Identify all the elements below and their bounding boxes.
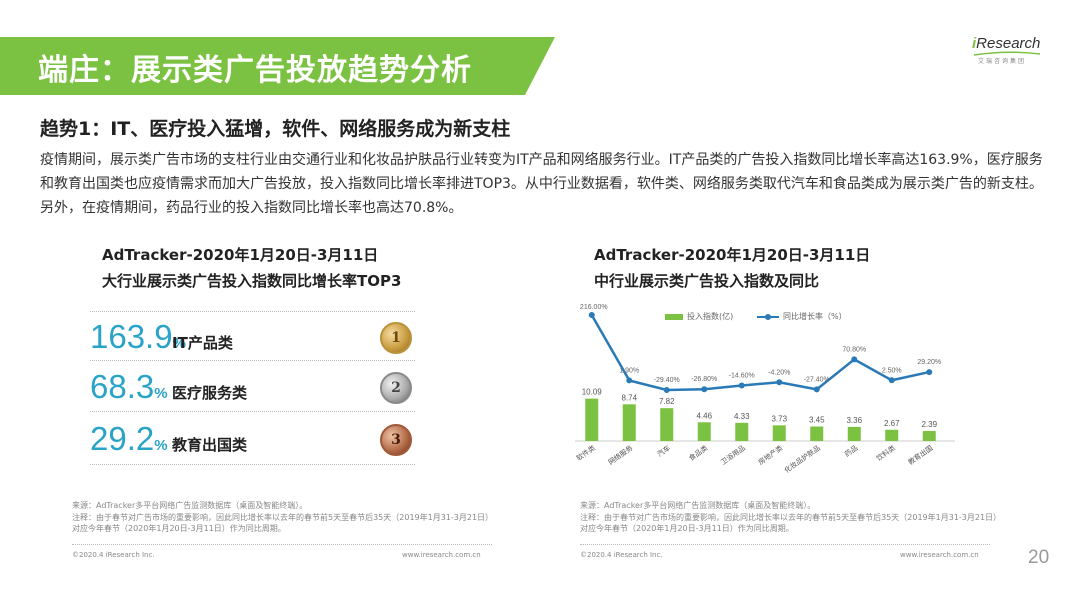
line-value-label: 29.20% [917, 359, 941, 366]
rank-value: 163.9% [90, 318, 186, 355]
x-tick-label: 房地产类 [756, 443, 784, 466]
bar-value-label: 4.33 [734, 412, 750, 421]
chart-title-line1: AdTracker-2020年1月20日-3月11日 [594, 246, 871, 264]
legend-item-line: 同比增长率（%） [757, 311, 847, 322]
line-point [851, 356, 858, 363]
rank-item: 68.3% 医疗服务类 2 [90, 368, 415, 414]
left-website: www.iresearch.com.cn [402, 551, 481, 559]
divider [580, 544, 990, 545]
legend-bar-label: 投入指数(亿) [687, 312, 734, 321]
rank-item: 29.2% 教育出国类 3 [90, 420, 415, 466]
legend-bar-swatch [665, 313, 683, 320]
x-tick-label: 饮料类 [875, 443, 897, 462]
line-value-label: 216.00% [580, 304, 608, 311]
divider [90, 411, 415, 412]
bar [885, 429, 899, 441]
bar [922, 430, 936, 441]
legend-line-swatch [757, 313, 779, 320]
bar-value-label: 10.09 [582, 388, 603, 397]
line-value-label: -26.80% [691, 376, 717, 383]
title-banner: 端庄：展示类广告投放趋势分析 [0, 37, 555, 95]
line-value-label: 1.90% [619, 367, 639, 374]
line-point [663, 387, 670, 393]
line-point [738, 382, 745, 389]
page-number: 20 [1028, 547, 1050, 568]
growth-rate-line [590, 314, 930, 392]
bar-value-label: 3.36 [846, 416, 862, 425]
right-source-note: 来源：AdTracker多平台网络广告监测数据库（桌面及智能终端）。 [580, 501, 816, 510]
logo-subtitle: 艾瑞咨询集团 [978, 58, 1027, 65]
line-point [888, 377, 895, 384]
rank-value: 29.2% [90, 420, 168, 457]
bar [810, 426, 824, 441]
bar-value-label: 4.46 [696, 411, 712, 420]
x-tick-label: 卫浴用品 [719, 443, 747, 466]
rank-label: 医疗服务类 [172, 384, 248, 402]
logo-swoosh-icon [973, 51, 1041, 56]
rank-label: 教育出国类 [172, 436, 248, 454]
line-point [776, 379, 783, 386]
x-tick-label: 汽车 [655, 443, 672, 458]
right-website: www.iresearch.com.cn [900, 551, 979, 559]
left-panel-title-line2: 大行业展示类广告投入指数同比增长率TOP3 [102, 272, 402, 290]
line-value-label: 70.80% [842, 346, 866, 353]
line-point [813, 386, 820, 393]
rank-item: 163.9% IT产品类 1 [90, 318, 415, 364]
gold-medal-icon: 1 [380, 322, 412, 354]
legend-item-bar: 投入指数(亿) [665, 311, 733, 322]
chart-title-line2: 中行业展示类广告投入指数及同比 [594, 272, 820, 290]
line-point [626, 377, 633, 384]
bar [622, 404, 636, 441]
logo-brand: iResearch [972, 35, 1041, 52]
silver-medal-icon: 2 [380, 372, 412, 404]
left-comment-note: 注释：由于春节对广告市场的重要影响，因此同比增长率以去年的春节前5天至春节后35… [72, 513, 490, 533]
bar-value-label: 3.73 [771, 414, 787, 423]
divider [72, 544, 492, 545]
line-value-label: -29.40% [654, 377, 680, 384]
left-source-note: 来源：AdTracker多平台网络广告监测数据库（桌面及智能终端）。 [72, 501, 308, 510]
right-comment-note: 注释：由于春节对广告市场的重要影响，因此同比增长率以去年的春节前5天至春节后35… [580, 513, 998, 533]
line-value-label: -14.60% [729, 372, 755, 379]
right-copyright: ©2020.4 iResearch Inc. [580, 551, 663, 559]
legend-line-label: 同比增长率（%） [783, 312, 847, 321]
bar-value-label: 7.82 [659, 397, 675, 406]
body-paragraph: 疫情期间，展示类广告市场的支柱行业由交通行业和化妆品护肤品行业转变为IT产品和网… [40, 152, 1043, 216]
left-copyright: ©2020.4 iResearch Inc. [72, 551, 155, 559]
bar-value-label: 2.39 [921, 420, 937, 429]
divider [90, 311, 415, 312]
x-tick-label: 软件类 [575, 443, 597, 462]
page-title: 端庄：展示类广告投放趋势分析 [38, 53, 472, 88]
line-point [701, 386, 708, 393]
industry-chart: 10.09 软件类 8.74 网络服务 7.82 汽车 4.46 食品类 4.33 卫浴用品 3.7… [575, 304, 955, 475]
bar-value-label: 2.67 [884, 419, 900, 428]
bar [772, 425, 786, 441]
line-value-label: -27.40% [804, 376, 830, 383]
bar [697, 422, 711, 441]
bar [585, 398, 599, 441]
line-value-label: -4.20% [768, 369, 790, 376]
section-heading: 趋势1：IT、医疗投入猛增，软件、网络服务成为新支柱 [40, 118, 511, 140]
left-panel-title-line1: AdTracker-2020年1月20日-3月11日 [102, 246, 379, 264]
x-tick-label: 药品 [843, 443, 860, 458]
x-tick-label: 化妆品护肤品 [782, 443, 822, 474]
bar [660, 408, 674, 441]
x-tick-label: 教育出国 [906, 443, 934, 466]
iresearch-logo: iResearch 艾瑞咨询集团 [972, 35, 1052, 75]
bronze-medal-icon: 3 [380, 424, 412, 456]
divider [90, 464, 415, 465]
x-tick-label: 食品类 [687, 443, 709, 462]
line-point [926, 369, 933, 376]
bar [847, 426, 861, 441]
line-value-label: 2.50% [882, 367, 902, 374]
rank-value: 68.3% [90, 368, 168, 405]
bar-value-label: 8.74 [621, 393, 637, 402]
bar-value-label: 3.45 [809, 416, 825, 425]
bar [735, 422, 749, 441]
banner-shape [0, 37, 555, 95]
divider [90, 360, 415, 361]
x-tick-label: 网络服务 [606, 443, 634, 466]
line-point [588, 312, 595, 318]
rank-label: IT产品类 [172, 334, 233, 352]
